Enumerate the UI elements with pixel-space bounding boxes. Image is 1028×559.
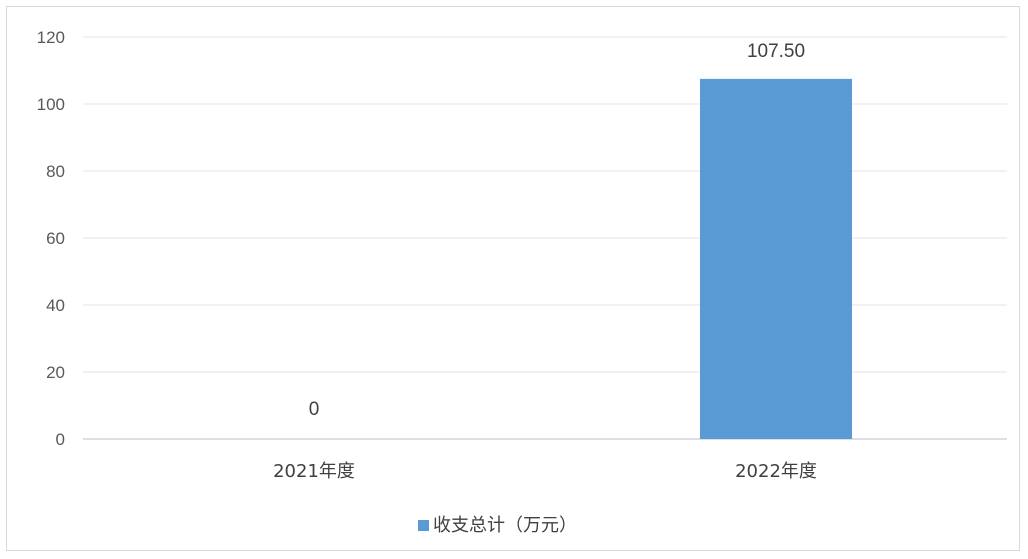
chart-frame: 0 20 40 60 80 100 120 0 107.50 2021年度 2022年度 收支总… xyxy=(6,6,1020,551)
bar-chart: 0 20 40 60 80 100 120 0 107.50 2021年度 2022年度 收支总… xyxy=(37,28,1007,536)
gridlines xyxy=(83,36,1007,440)
y-tick-label: 100 xyxy=(37,95,65,114)
y-tick-label: 40 xyxy=(46,296,65,315)
y-tick-label: 0 xyxy=(56,430,65,449)
legend-swatch xyxy=(418,520,429,531)
data-label: 107.50 xyxy=(747,41,805,62)
y-tick-label: 80 xyxy=(46,162,65,181)
data-label: 0 xyxy=(309,399,320,420)
bars: 0 107.50 xyxy=(309,41,852,439)
x-axis-categories: 2021年度 2022年度 xyxy=(273,461,817,482)
y-tick-label: 20 xyxy=(46,363,65,382)
legend: 收支总计（万元） xyxy=(418,515,577,536)
y-tick-label: 60 xyxy=(46,229,65,248)
y-tick-label: 120 xyxy=(37,28,65,47)
x-category-label: 2022年度 xyxy=(735,461,817,482)
x-category-label: 2021年度 xyxy=(273,461,355,482)
y-axis-ticks: 0 20 40 60 80 100 120 xyxy=(37,28,65,449)
bar xyxy=(700,78,852,439)
legend-label: 收支总计（万元） xyxy=(433,515,577,536)
